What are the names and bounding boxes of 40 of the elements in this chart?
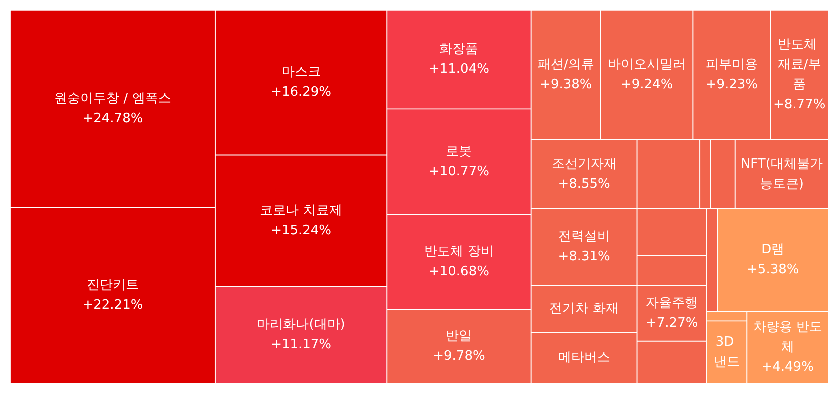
data-label: +11.17%	[271, 337, 332, 352]
data-label: +4.49%	[762, 360, 814, 375]
category-label: 패션/의류	[538, 58, 594, 73]
data-label: +7.27%	[646, 316, 698, 331]
category-label: 자율주행	[646, 296, 698, 311]
category-label: 바이오시밀러	[608, 58, 686, 73]
category-label: D램	[762, 242, 785, 258]
data-label: +24.78%	[82, 112, 144, 127]
category-label: 마리화나(대마)	[257, 317, 346, 332]
category-label: 조선기자재	[552, 156, 617, 172]
data-label: +8.55%	[558, 176, 610, 192]
data-label: +10.77%	[428, 164, 490, 180]
category-label: 메타버스	[558, 350, 610, 366]
data-label: +8.77%	[774, 98, 826, 113]
category-label: 차량용 반도체	[753, 320, 822, 355]
category-label: 3D 낸드	[714, 334, 740, 370]
data-label: +16.29%	[271, 85, 332, 100]
category-label: 반일	[446, 329, 472, 344]
data-label: +22.21%	[82, 298, 144, 314]
category-label: 전기차 화재	[550, 302, 619, 317]
category-label: 마스크	[282, 65, 321, 80]
data-label: +9.78%	[433, 349, 486, 364]
data-label: +9.38%	[540, 78, 592, 93]
data-label: +15.24%	[271, 223, 332, 238]
category-label: 전력설비	[558, 230, 610, 245]
category-label: 반도체 재료/부품	[778, 38, 822, 93]
category-label: 코로나 치료제	[260, 203, 342, 218]
category-label: 반도체 장비	[424, 244, 494, 260]
category-label: 원숭이두창 / 엠폭스	[54, 92, 172, 107]
data-label: +11.04%	[428, 62, 490, 78]
data-label: +9.23%	[706, 78, 758, 93]
data-label: +10.68%	[428, 264, 490, 280]
category-label: 화장품	[440, 42, 479, 58]
category-label: 로봇	[446, 144, 472, 160]
data-label: +9.24%	[620, 78, 674, 93]
category-label: NFT(대체불가능토큰)	[740, 156, 823, 192]
data-label: +5.38%	[747, 262, 800, 278]
data-label: +8.31%	[558, 250, 610, 265]
category-label: 진단키트	[86, 278, 139, 294]
category-label: 피부미용	[706, 58, 758, 73]
